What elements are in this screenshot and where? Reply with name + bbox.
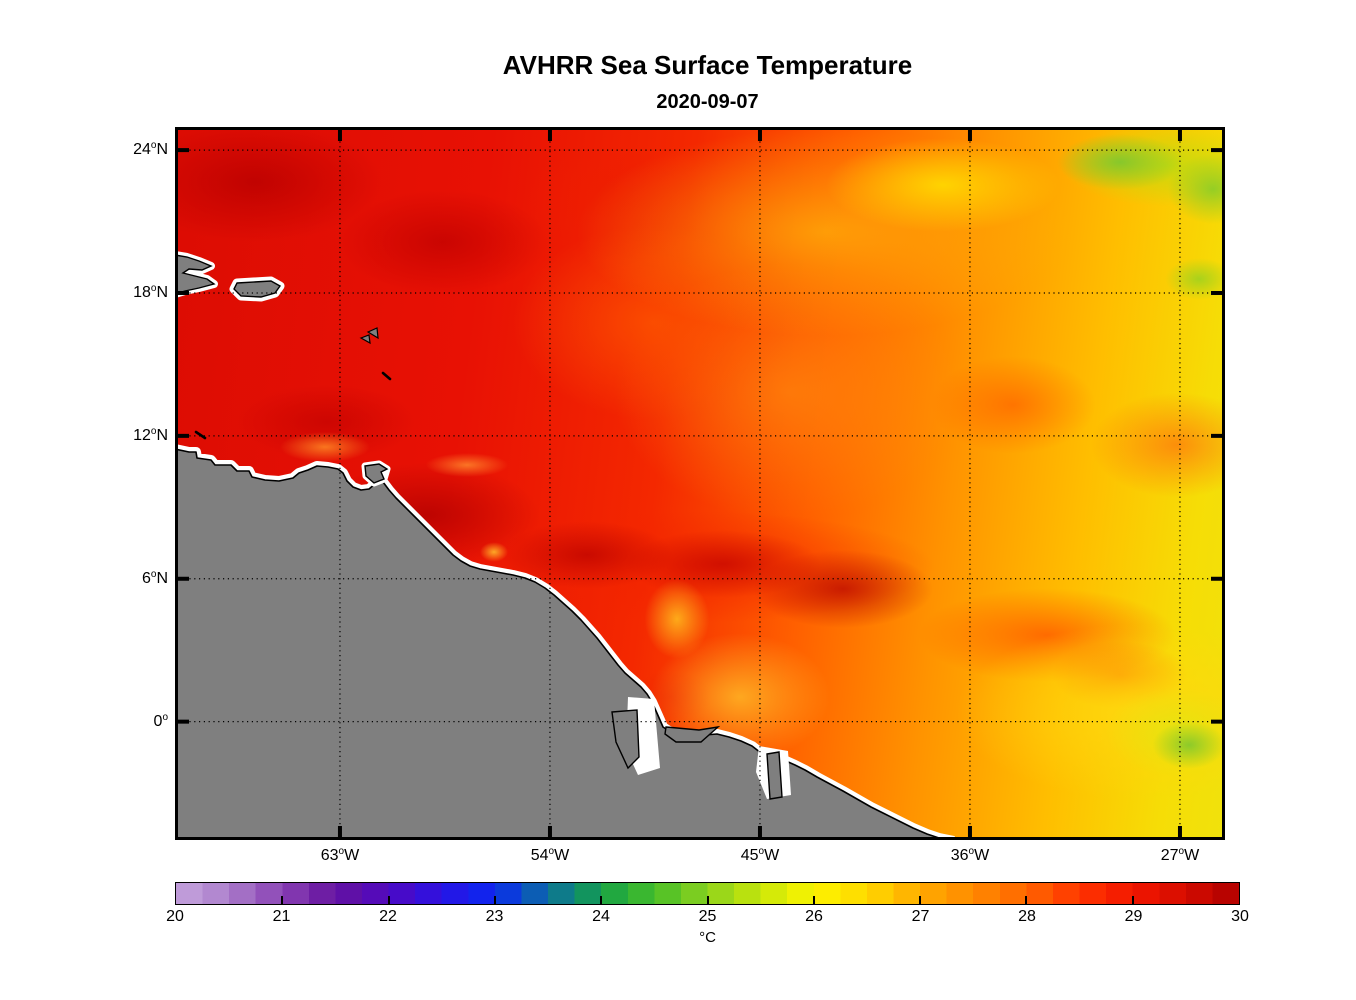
figure-title: AVHRR Sea Surface Temperature [502,50,913,80]
degree-superscript: o [162,711,168,723]
colorbar-tick-label: 25 [698,908,717,925]
colorbar-tick [281,896,284,904]
degree-superscript: o [548,846,555,857]
y-tick-label: 0o [153,711,168,730]
colorbar-tick [919,896,922,904]
island-puerto-rico [233,280,282,298]
degree-superscript: o [150,282,157,294]
colorbar-tick-label: 29 [1124,908,1143,925]
island-grenada [194,430,207,440]
land-mass-south-america [175,448,950,840]
degree-superscript: o [338,846,345,857]
x-tick-label: 36oW [950,846,990,865]
y-tick-label: 18oN [133,282,168,301]
colorbar-tick-label: 22 [379,908,397,925]
colorbar-tick-label: 26 [805,908,823,925]
colorbar-tick-label: 27 [911,908,930,925]
island-dominica [381,371,392,381]
coast-finger [766,751,783,800]
degree-superscript: o [150,425,157,437]
island-hispaniola [175,254,216,295]
colorbar-tick [387,896,390,904]
colorbar-tick-label: 20 [166,908,184,925]
y-tick-label: 12oN [133,425,168,444]
colorbar-tick-label: 28 [1018,908,1036,925]
colorbar-tick-label: 30 [1231,908,1249,925]
island-speck [359,334,371,345]
colorbar-unit-label: °C [699,929,716,946]
y-tick-label: 24oN [133,140,168,159]
x-tick-label: 54oW [530,846,570,865]
colorbar-tick [493,896,496,904]
colorbar-tick [1131,896,1134,904]
degree-superscript: o [758,846,765,857]
colorbar-tick [600,896,603,904]
colorbar-tick [1025,896,1028,904]
graticule-and-frame [175,127,1225,840]
figure-date-subtitle: 2020-09-07 [656,91,759,113]
x-tick-label: 63oW [320,846,360,865]
amazon-delta-island [611,709,640,770]
y-tick-label: 6oN [141,568,168,587]
map-plot-area [175,127,1225,840]
colorbar-tick-label: 21 [272,908,291,925]
x-tick-label: 45oW [740,846,780,865]
temperature-colorbar [175,882,1240,905]
land-layer [175,251,955,840]
degree-superscript: o [150,568,157,580]
colorbar-tick [812,896,815,904]
x-tick-label: 27oW [1160,846,1200,865]
degree-superscript: o [1178,846,1185,857]
colorbar-tick-label: 24 [592,908,610,925]
colorbar-tick [706,896,709,904]
degree-superscript: o [968,846,975,857]
colorbar-tick-label: 23 [485,908,504,925]
island-guadeloupe [366,327,379,340]
amazon-spit [664,725,721,743]
plot-frame [175,127,1225,840]
degree-superscript: o [150,140,157,152]
island-trinidad [364,463,389,484]
